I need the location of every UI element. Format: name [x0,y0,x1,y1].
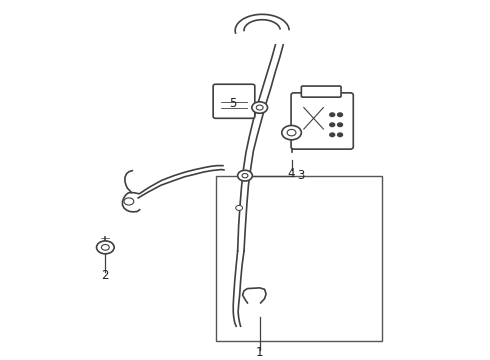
Circle shape [330,123,335,127]
Circle shape [97,241,114,254]
Circle shape [101,244,109,250]
Circle shape [338,133,343,136]
Circle shape [330,113,335,117]
Circle shape [242,174,248,178]
Text: 5: 5 [229,98,237,111]
FancyBboxPatch shape [291,93,353,149]
FancyBboxPatch shape [301,86,341,97]
Circle shape [282,126,301,140]
Text: 3: 3 [296,169,304,182]
Circle shape [238,170,252,181]
Circle shape [124,198,134,205]
Circle shape [252,102,268,113]
Text: 1: 1 [256,346,264,359]
Circle shape [330,133,335,136]
Circle shape [256,105,263,110]
Text: 2: 2 [101,269,109,282]
Circle shape [338,113,343,117]
FancyBboxPatch shape [213,84,255,118]
Bar [216,176,382,341]
Circle shape [287,129,296,136]
Circle shape [236,206,243,211]
Circle shape [338,123,343,127]
Text: 4: 4 [288,167,295,180]
